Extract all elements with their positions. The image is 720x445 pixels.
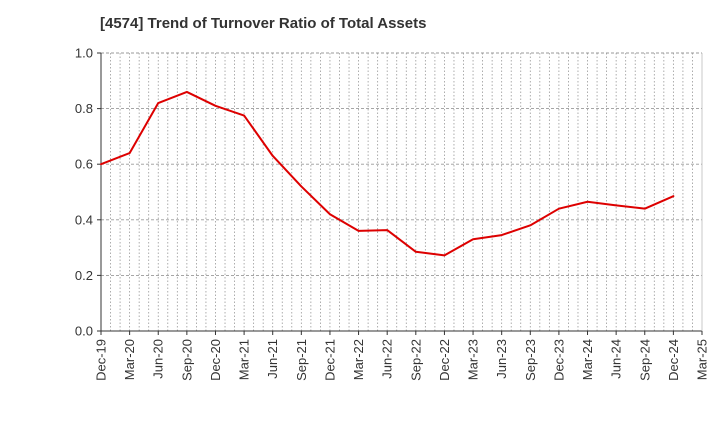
x-tick-label: Sep-21	[294, 339, 309, 381]
y-tick-label: 0.6	[75, 157, 93, 172]
x-tick-label: Dec-20	[208, 339, 223, 381]
y-tick-label: 1.0	[75, 46, 93, 61]
x-tick-label: Mar-25	[695, 339, 710, 380]
x-tick-label: Jun-23	[494, 339, 509, 379]
x-tick-label: Jun-22	[380, 339, 395, 379]
x-tick-label: Jun-21	[265, 339, 280, 379]
y-tick-label: 0.0	[75, 324, 93, 339]
y-tick-label: 0.2	[75, 268, 93, 283]
chart-title: [4574] Trend of Turnover Ratio of Total …	[100, 15, 427, 32]
x-tick-label: Dec-23	[551, 339, 566, 381]
series-line	[100, 90, 675, 257]
x-tick-label: Dec-24	[666, 339, 681, 381]
x-tick-label: Dec-21	[322, 339, 337, 381]
x-tick-label: Jun-20	[151, 339, 166, 379]
x-tick-label: Jun-24	[609, 339, 624, 379]
x-tick-label: Mar-23	[466, 339, 481, 380]
y-tick-label: 0.4	[75, 212, 93, 227]
x-tick-label: Sep-23	[523, 339, 538, 381]
x-tick-label: Mar-21	[237, 339, 252, 380]
x-tick-label: Sep-22	[408, 339, 423, 381]
y-tick-label: 0.8	[75, 101, 93, 116]
x-tick-label: Sep-24	[637, 339, 652, 381]
x-tick-label: Sep-20	[179, 339, 194, 381]
x-tick-label: Dec-19	[94, 339, 109, 381]
x-tick-label: Mar-22	[351, 339, 366, 380]
x-tick-label: Dec-22	[437, 339, 452, 381]
x-tick-label: Mar-20	[122, 339, 137, 380]
x-tick-label: Mar-24	[580, 339, 595, 380]
